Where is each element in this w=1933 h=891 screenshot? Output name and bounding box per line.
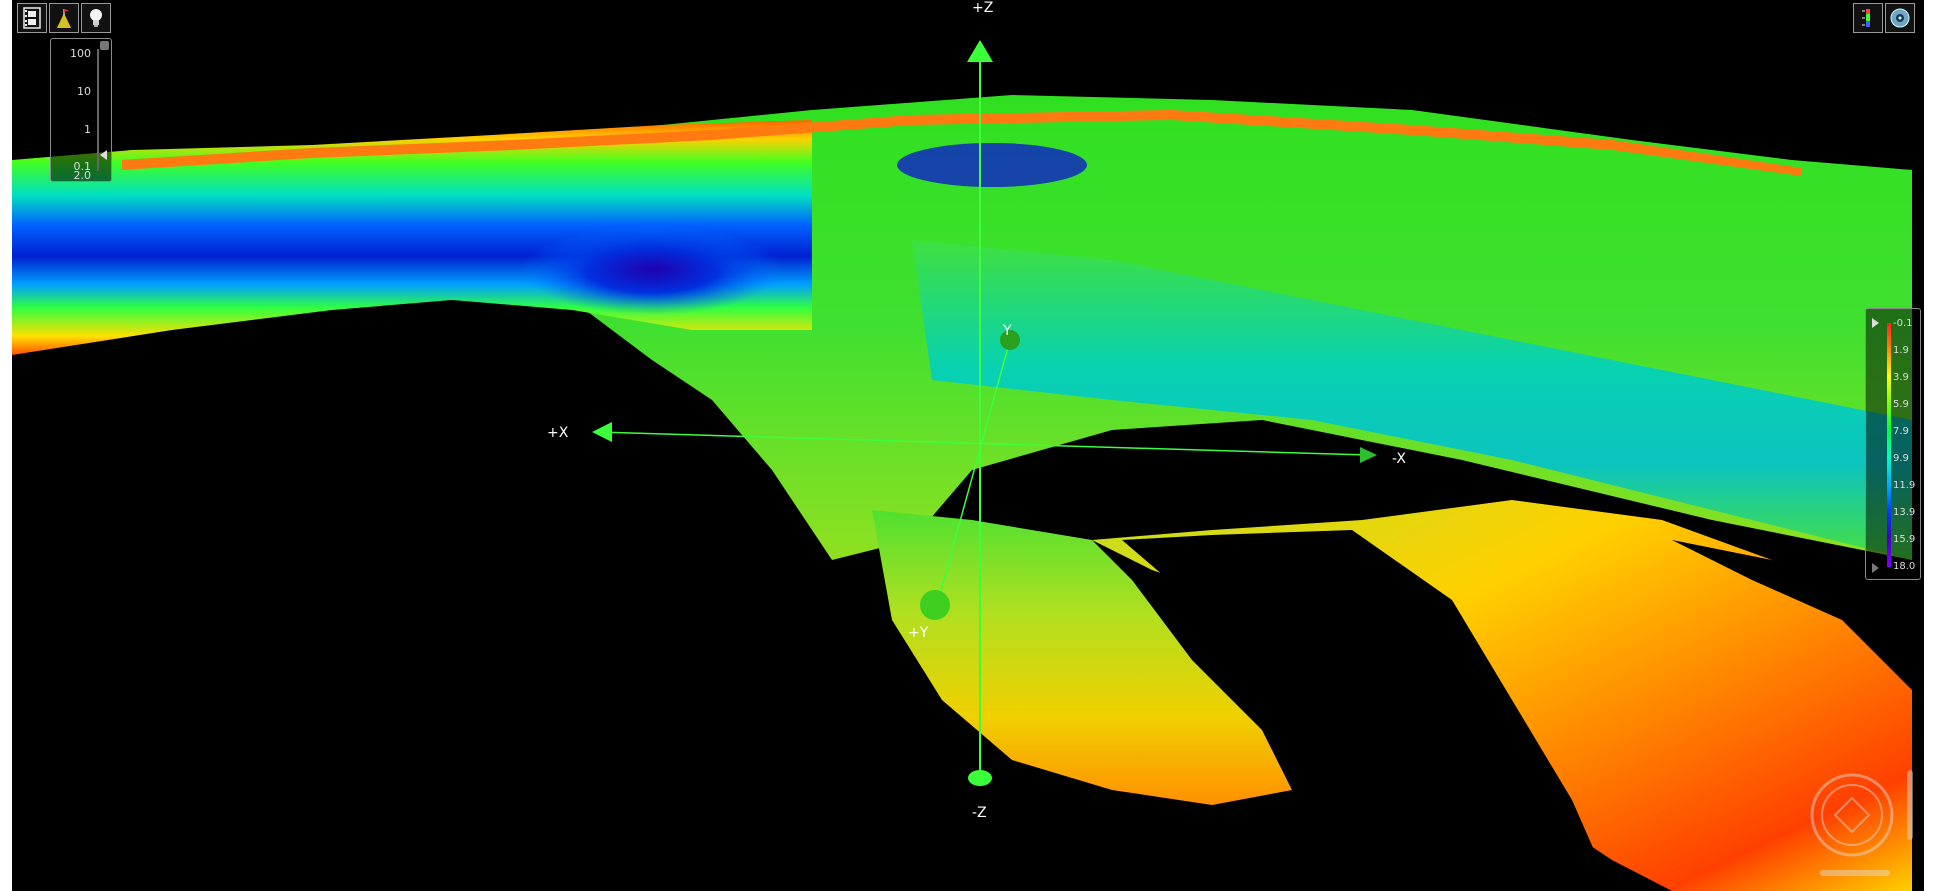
vertical-scale-button[interactable]: [1853, 3, 1883, 33]
terrain-gap: [1122, 530, 1612, 891]
plus-y-handle[interactable]: [920, 590, 950, 620]
legend-max-marker[interactable]: [1872, 563, 1879, 573]
exaggeration-tick-0.1: 0.1: [73, 160, 92, 173]
panel-close-button[interactable]: [100, 41, 109, 50]
plus-x-arrow[interactable]: [592, 422, 612, 442]
legend-min-marker[interactable]: [1872, 318, 1879, 328]
axis-gizmo[interactable]: [592, 40, 1377, 786]
axis-label-minus-z: -Z: [972, 805, 987, 821]
terrain-deep-upstream: [897, 143, 1087, 187]
terrain-south-bank-left: [872, 510, 1292, 805]
terrain-right-channel: [912, 240, 1912, 560]
legend-value: 9.9: [1893, 453, 1909, 464]
exaggeration-slider-track[interactable]: [97, 49, 99, 171]
minus-z-handle[interactable]: [968, 770, 992, 786]
exaggeration-tick-100: 100: [70, 47, 91, 60]
terrain-gap-right: [1672, 540, 1912, 690]
flag-cone-icon: [57, 9, 71, 28]
lightbulb-icon: [90, 9, 102, 27]
terrain-scene[interactable]: [12, 0, 1924, 891]
axis-label-plus-y: +Y: [908, 625, 929, 641]
legend-value: -0.1: [1893, 318, 1913, 329]
terrain-deep-pool: [522, 225, 782, 315]
legend-value: 13.9: [1893, 507, 1916, 518]
animation-button[interactable]: [17, 3, 47, 33]
legend-value: 5.9: [1893, 399, 1909, 410]
3d-viewport[interactable]: 100 10 1 0.1 2.0 +Z -Z +X -X +Y Y -0.1 1…: [12, 0, 1924, 891]
exaggeration-current-value: 2.0: [73, 169, 92, 182]
exaggeration-tick-10: 10: [77, 85, 91, 98]
ruler-icon: [1862, 9, 1870, 27]
plus-z-arrow[interactable]: [967, 40, 993, 62]
legend-color-bar: [1887, 323, 1891, 567]
disc-icon: [1890, 8, 1910, 28]
vertical-exaggeration-panel: 100 10 1 0.1 2.0: [50, 38, 112, 182]
terrain-top-bank: [122, 110, 1802, 176]
light-button[interactable]: [81, 3, 111, 33]
legend-value: 18.0: [1893, 561, 1916, 572]
legend-value: 11.9: [1893, 480, 1916, 491]
axis-label-minus-x: -X: [1392, 451, 1406, 467]
film-strip-icon: [23, 7, 41, 29]
depth-color-legend: -0.1 1.9 3.9 5.9 7.9 9.9 11.9 13.9 15.9 …: [1865, 308, 1921, 580]
legend-value: 15.9: [1893, 534, 1916, 545]
compass-icon[interactable]: [1810, 770, 1913, 876]
legend-value: 7.9: [1893, 426, 1909, 437]
legend-value: 3.9: [1893, 372, 1909, 383]
legend-value: 1.9: [1893, 345, 1909, 356]
exaggeration-slider-thumb[interactable]: [100, 150, 107, 160]
axis-label-minus-y: Y: [1003, 323, 1012, 339]
axis-label-plus-x: +X: [547, 425, 569, 441]
settings-button[interactable]: [1885, 3, 1915, 33]
exaggeration-tick-1: 1: [84, 123, 91, 136]
minus-y-handle[interactable]: [1000, 330, 1020, 350]
minus-x-arrow[interactable]: [1360, 447, 1377, 463]
axis-label-plus-z: +Z: [972, 0, 994, 16]
flag-button[interactable]: [49, 3, 79, 33]
